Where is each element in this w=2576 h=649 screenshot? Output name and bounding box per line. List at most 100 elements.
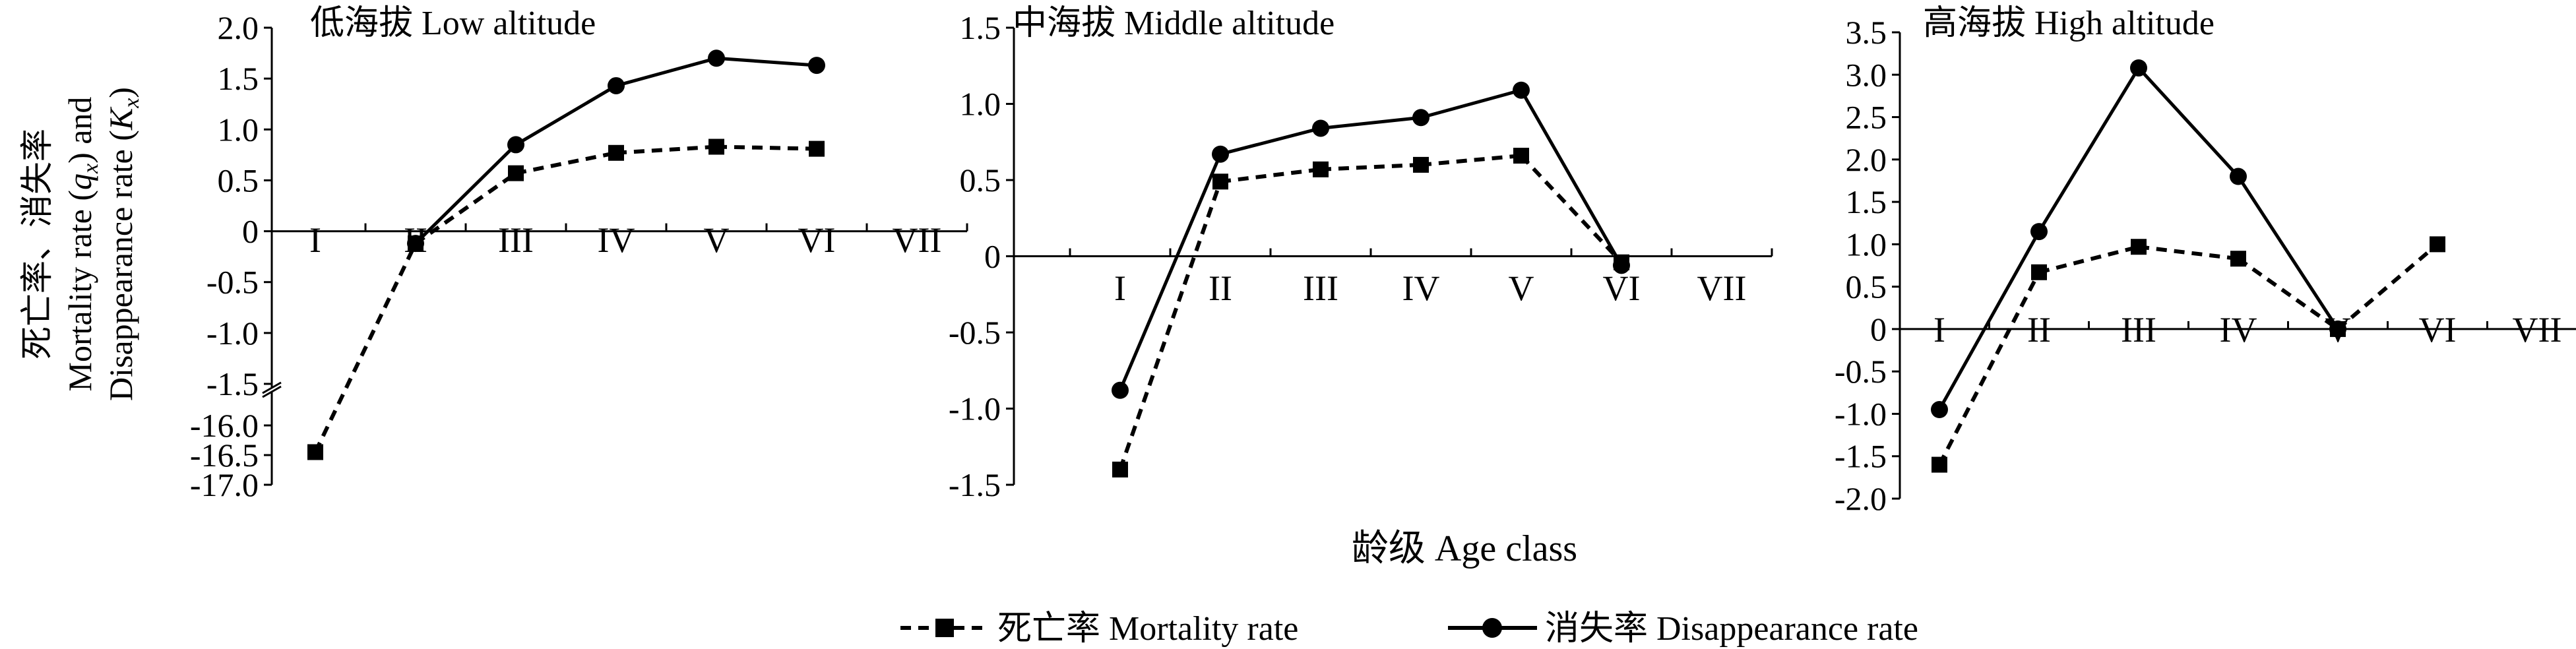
panel-low-altitude: 低海拔 Low altitude 2.0 1.5 1.0 0.5 0 -0.5 -1.0 -1.… [190, 5, 968, 503]
x-tick-label: VI [2419, 310, 2457, 350]
y-tick-label: -17.0 [190, 466, 259, 503]
panel-title: 低海拔 Low altitude [310, 5, 596, 42]
mortality-line-segment [515, 150, 617, 175]
y-tick-label: 1.0 [1846, 226, 1887, 263]
y-tick-label: 3.5 [1846, 14, 1887, 51]
legend-item-disappearance: 消失率 Disappearance rate [1448, 610, 1918, 648]
x-tick-label: VII [2513, 310, 2562, 350]
axis-break-mark [262, 381, 282, 394]
y-tick-label: -0.5 [949, 314, 1001, 351]
x-tick-label: III [2121, 310, 2156, 350]
disappearance-point [1613, 257, 1630, 274]
mortality-point [1212, 173, 1228, 190]
mortality-point [708, 139, 724, 155]
mortality-point [2230, 251, 2246, 267]
disappearance-line-segment [515, 84, 617, 146]
disappearance-point [1212, 145, 1229, 163]
panel-high-altitude: 高海拔 High altitude 3.5 3.0 2.5 2.0 1.5 1.0 0.5 0 -… [1835, 5, 2576, 517]
y-tick-label: -1.5 [949, 466, 1001, 503]
x-tick-label: V [1509, 268, 1534, 308]
disappearance-line-segment [414, 143, 517, 245]
disappearance-point [1931, 401, 1948, 419]
mortality-point [1932, 456, 1947, 473]
x-tick-label: I [309, 220, 321, 260]
y-tick-label: 0 [984, 238, 1001, 275]
disappearance-line-segment [1420, 88, 1522, 119]
y-tick-label: -1.0 [206, 315, 259, 352]
x-tick-label: III [1303, 268, 1338, 308]
x-tick-label: VI [1603, 268, 1641, 308]
y-tick-label: 1.5 [960, 9, 1001, 46]
disappearance-point [608, 77, 625, 94]
x-tick-label: II [2027, 310, 2051, 350]
y-tick-label: -1.0 [1835, 395, 1887, 432]
mortality-line-segment [1519, 154, 1623, 264]
x-tick-label: VII [893, 220, 942, 260]
mortality-line-segment [313, 242, 418, 453]
mortality-point [1413, 156, 1429, 173]
y-tick-label: -0.5 [206, 264, 259, 301]
mortality-line-segment [414, 171, 517, 245]
disappearance-line-segment [1519, 89, 1623, 266]
y-tick-label: -1.5 [206, 365, 259, 402]
y-tick-label: 0 [1870, 311, 1887, 348]
disappearance-line-segment [2137, 67, 2240, 178]
legend-item-mortality: 死亡率 Mortality rate [900, 610, 1298, 648]
legend-disappearance-marker [1482, 618, 1502, 638]
y-axis-title-line1: 死亡率、消失率 [18, 129, 55, 359]
mortality-point [809, 140, 825, 157]
legend-mortality-marker [935, 619, 954, 637]
mortality-point [2131, 239, 2147, 255]
x-tick-label: I [1114, 268, 1126, 308]
y-tick-label: -2.0 [1835, 480, 1887, 517]
disappearance-line-segment [2037, 67, 2141, 233]
y-tick-label: 1.5 [218, 60, 259, 97]
disappearance-point [2030, 223, 2048, 241]
disappearance-line-segment [1937, 230, 2041, 411]
y-axis-title: 死亡率、消失率 Mortality rate (qx) and Disappea… [18, 87, 144, 401]
mortality-point [2430, 236, 2445, 253]
y-tick-label: -16.5 [190, 437, 259, 474]
y-tick-label: 1.0 [218, 111, 259, 148]
y-tick-label: 0.5 [1846, 268, 1887, 305]
mortality-line-segment [1420, 154, 1522, 167]
x-axis-title: 龄级 Age class [1352, 528, 1577, 569]
y-tick-label: 2.0 [1846, 141, 1887, 178]
legend-mortality-label: 死亡率 Mortality rate [997, 610, 1298, 648]
x-tick-label: III [498, 220, 534, 260]
x-tick-label: VII [1697, 268, 1747, 308]
disappearance-line-segment [1220, 127, 1321, 156]
y-tick-label: 1.0 [960, 86, 1001, 123]
disappearance-point [1312, 119, 1329, 137]
y-tick-label: 2.0 [218, 9, 259, 46]
disappearance-point [2130, 59, 2147, 77]
disappearance-point [1412, 109, 1429, 127]
disappearance-line-segment [2236, 175, 2340, 330]
disappearance-point [708, 49, 725, 67]
mortality-point [1112, 461, 1128, 478]
y-axis-title-line2: Mortality rate (qx) and [61, 97, 103, 392]
y-tick-label: -16.0 [190, 407, 259, 444]
y-axis-title-line3: Disappearance rate (Kx) [102, 87, 144, 401]
x-tick-label: IV [598, 220, 635, 260]
x-tick-label: II [1209, 268, 1232, 308]
x-tick-label: IV [2220, 310, 2257, 350]
y-tick-label: 1.5 [1846, 183, 1887, 220]
disappearance-line-segment [1118, 153, 1222, 391]
y-tick-label: 0 [242, 213, 259, 250]
mortality-line-segment [2337, 243, 2439, 331]
mortality-line-segment [2237, 257, 2339, 331]
mortality-point [508, 165, 524, 181]
disappearance-line-segment [1320, 115, 1422, 130]
disappearance-point [1513, 81, 1530, 99]
y-tick-label: 0.5 [218, 162, 259, 199]
panel-middle-altitude: 中海拔 Middle altitude 1.5 1.0 0.5 0 -0.5 -1.0 -1.… [949, 5, 1773, 503]
disappearance-point [808, 57, 825, 75]
y-tick-label: 3.0 [1846, 56, 1887, 93]
x-tick-label: V [704, 220, 730, 260]
x-tick-label: I [1933, 310, 1945, 350]
panel-title: 高海拔 High altitude [1923, 5, 2215, 42]
legend-disappearance-label: 消失率 Disappearance rate [1545, 610, 1918, 648]
disappearance-point [2329, 320, 2346, 338]
